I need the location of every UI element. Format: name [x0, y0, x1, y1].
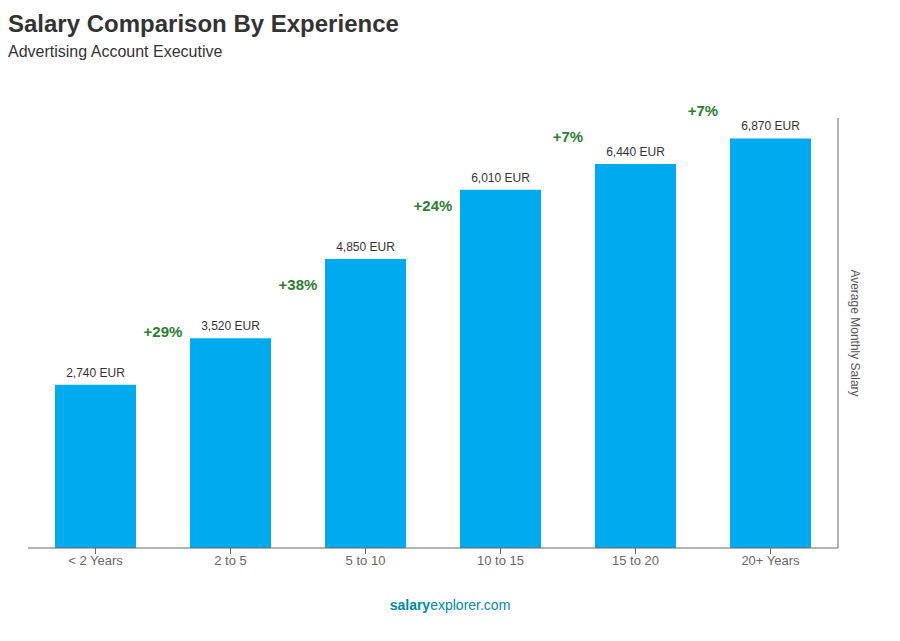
svg-text:+29%: +29% — [144, 323, 183, 340]
svg-text:20+ Years: 20+ Years — [741, 553, 800, 568]
svg-text:2,740 EUR: 2,740 EUR — [66, 366, 125, 380]
svg-text:+38%: +38% — [279, 276, 318, 293]
svg-text:+7%: +7% — [553, 128, 583, 145]
svg-text:6,870 EUR: 6,870 EUR — [741, 119, 800, 133]
svg-text:Average Monthly Salary: Average Monthly Salary — [848, 269, 862, 396]
svg-text:5 to 10: 5 to 10 — [346, 553, 386, 568]
svg-text:4,850 EUR: 4,850 EUR — [336, 240, 395, 254]
html-text:Advertising Account Executive: Advertising Account Executive — [8, 43, 223, 60]
svg-text:6,440 EUR: 6,440 EUR — [606, 145, 665, 159]
svg-text:+24%: +24% — [414, 197, 453, 214]
html-text:Salary Comparison By Experienc: Salary Comparison By Experience — [8, 10, 399, 37]
svg-text:2 to 5: 2 to 5 — [214, 553, 247, 568]
svg-text:10 to 15: 10 to 15 — [477, 553, 524, 568]
svg-text:6,010 EUR: 6,010 EUR — [471, 171, 530, 185]
svg-text:15 to 20: 15 to 20 — [612, 553, 659, 568]
svg-text:3,520 EUR: 3,520 EUR — [201, 319, 260, 333]
svg-text:+7%: +7% — [688, 102, 718, 119]
svg-text:< 2 Years: < 2 Years — [68, 553, 123, 568]
html-text:salary explorer.com: salary explorer.com — [389, 597, 511, 613]
